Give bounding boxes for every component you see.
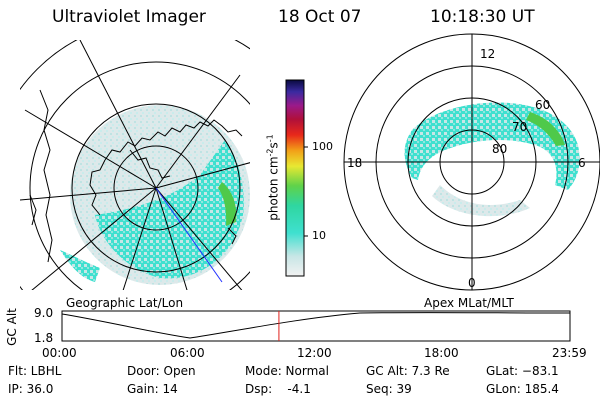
- time-label: 10:18:30 UT: [430, 7, 535, 27]
- lat-circles: [20, 40, 250, 290]
- colorbar-label-100: 100: [312, 140, 333, 153]
- date-label: 18 Oct 07: [278, 7, 362, 27]
- coastlines: [29, 89, 243, 263]
- altitude-xtick-2359: 23:59: [552, 346, 587, 360]
- altitude-xtick-1800: 18:00: [424, 346, 459, 360]
- meridians: [20, 40, 250, 290]
- aurora-green-left: [218, 182, 237, 226]
- mlat-label-80: 80: [492, 142, 508, 156]
- status-gain: Gain: 14: [127, 382, 178, 396]
- altitude-xtick-1200: 12:00: [297, 346, 332, 360]
- track-line: [155, 187, 223, 283]
- mlt-label-12: 12: [480, 47, 496, 61]
- left-panel-label: Geographic Lat/Lon: [66, 296, 184, 310]
- colorbar-unit-label: photon cm-2s-1: [265, 134, 281, 221]
- mlat-mlt-plot: [343, 33, 600, 291]
- colorbar: [285, 79, 305, 277]
- mlt-label-0: 0: [468, 276, 476, 290]
- status-mode: Mode: Normal: [245, 364, 329, 378]
- aurora-diffuse-right: [432, 185, 530, 217]
- right-panel-label: Apex MLat/MLT: [424, 296, 514, 310]
- geographic-map: [20, 40, 250, 290]
- status-flt: Flt: LBHL: [8, 364, 62, 378]
- aurora-arc-left: [60, 250, 100, 282]
- colorbar-label-10: 10: [312, 229, 326, 242]
- status-dsp: Dsp: -4.1: [245, 382, 311, 396]
- status-gcalt: GC Alt: 7.3 Re: [366, 364, 450, 378]
- aurora-green-right: [526, 112, 565, 146]
- status-ip: IP: 36.0: [8, 382, 54, 396]
- status-glon: GLon: 185.4: [486, 382, 559, 396]
- altitude-ytick-high: 9.0: [34, 306, 54, 320]
- altitude-ytick-low: 1.8: [34, 331, 54, 345]
- altitude-curve: [61, 312, 571, 339]
- altitude-xtick-0000: 00:00: [42, 346, 77, 360]
- altitude-plot-frame: [61, 310, 571, 342]
- mlat-label-70: 70: [512, 120, 528, 134]
- altitude-xtick-0600: 06:00: [170, 346, 205, 360]
- mlt-label-6: 6: [578, 156, 586, 170]
- mlat-label-60: 60: [535, 98, 551, 112]
- status-glat: GLat: −83.1: [486, 364, 559, 378]
- mlt-label-18: 18: [347, 156, 363, 170]
- altitude-ylabel: GC Alt: [5, 308, 19, 346]
- instrument-title: Ultraviolet Imager: [52, 7, 206, 27]
- status-door: Door: Open: [127, 364, 196, 378]
- status-seq: Seq: 39: [366, 382, 412, 396]
